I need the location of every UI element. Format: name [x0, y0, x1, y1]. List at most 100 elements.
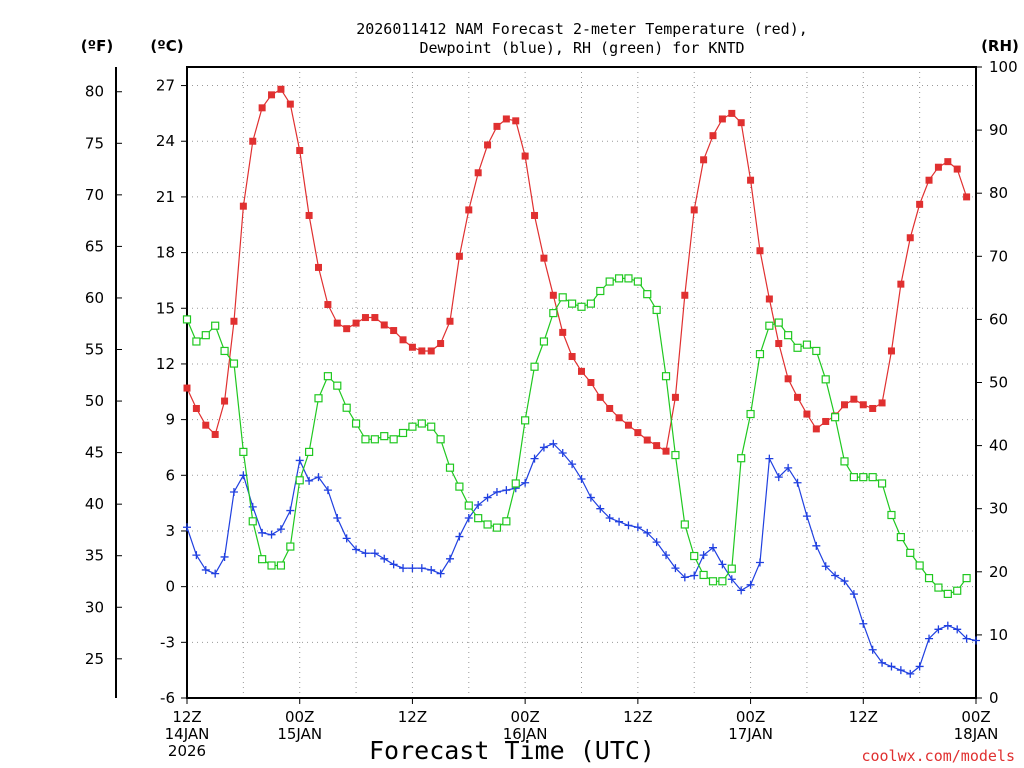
dewpoint-point: [483, 493, 492, 502]
rh-point: [530, 362, 539, 371]
2-meter-temperature-point: [343, 325, 351, 333]
dewpoint-point: [474, 500, 483, 509]
dewpoint-point: [699, 551, 708, 560]
dewpoint-point: [492, 487, 501, 496]
rh-point: [596, 286, 605, 296]
rh-point: [436, 435, 445, 444]
2-meter-temperature-point: [784, 375, 792, 383]
rh-point: [633, 277, 642, 286]
dewpoint-point: [586, 493, 595, 502]
time-tick-label: 00Z: [961, 708, 990, 726]
2-meter-temperature-point: [502, 115, 510, 123]
2-meter-temperature-point: [296, 147, 304, 155]
2-meter-temperature-point: [596, 393, 604, 401]
dewpoint-point: [539, 443, 548, 452]
time-tick-label: 17JAN: [728, 725, 773, 743]
rh-tick-label: 80: [989, 184, 1008, 202]
dewpoint-point: [615, 517, 624, 526]
2-meter-temperature-point: [484, 141, 492, 149]
rh-unit-label: (RH): [981, 37, 1019, 55]
dewpoint-point: [558, 449, 567, 458]
fahrenheit-tick-label: 35: [85, 547, 104, 565]
time-tick-label: 18JAN: [954, 725, 999, 743]
2-meter-temperature-point: [897, 280, 905, 288]
rh-point: [577, 302, 586, 311]
rh-point: [408, 422, 417, 431]
rh-point: [182, 315, 192, 324]
2-meter-temperature-point: [408, 343, 416, 351]
rh-point: [699, 570, 708, 580]
rh-tick-label: 0: [989, 689, 999, 707]
2-meter-temperature-point: [822, 417, 830, 425]
2-meter-temperature-point: [286, 100, 294, 108]
dewpoint-point: [549, 439, 558, 448]
2-meter-temperature-point: [869, 404, 877, 412]
dewpoint-point: [737, 586, 746, 595]
dewpoint-point: [831, 571, 840, 580]
2-meter-temperature-point: [427, 347, 435, 355]
celsius-tick-label: 6: [165, 466, 175, 484]
2-meter-temperature-point: [578, 367, 585, 375]
rh-tick-label: 10: [989, 626, 1008, 644]
rh-point: [361, 435, 370, 444]
dewpoint-point: [530, 454, 539, 463]
2-meter-temperature-point: [709, 132, 717, 140]
2-meter-temperature-point: [315, 263, 322, 271]
chart-title-line1: 2026011412 NAM Forecast 2-meter Temperat…: [356, 20, 808, 38]
2-meter-temperature-point: [916, 200, 924, 208]
2-meter-temperature-point: [963, 193, 971, 201]
dewpoint-point: [370, 549, 379, 558]
2-meter-temperature-point: [390, 327, 398, 335]
rh-point: [239, 447, 248, 457]
rh-point: [295, 476, 304, 485]
rh-point: [445, 463, 455, 472]
rh-tick-label: 90: [989, 121, 1008, 139]
time-tick-label: 00Z: [736, 708, 765, 726]
fahrenheit-tick-label: 80: [85, 83, 104, 101]
rh-point: [840, 457, 849, 466]
2-meter-temperature-point: [305, 211, 313, 219]
rh-point: [906, 548, 915, 557]
2-meter-temperature-point: [700, 156, 708, 164]
time-tick-label: 14JAN: [165, 725, 210, 743]
rh-point: [661, 372, 671, 381]
2-meter-temperature-point: [671, 393, 679, 401]
rh-point: [568, 299, 577, 308]
2-meter-temperature-point: [221, 397, 229, 405]
rh-point: [389, 435, 398, 444]
rh-series: [182, 274, 971, 598]
celsius-tick-label: 9: [165, 411, 175, 429]
celsius-tick-label: -6: [160, 689, 175, 707]
rh-point: [708, 577, 718, 586]
2-meter-temperature-point: [493, 122, 501, 130]
rh-point: [774, 318, 783, 327]
rh-point: [211, 321, 220, 330]
rh-point: [934, 583, 943, 592]
dewpoint-point: [633, 523, 642, 532]
rh-point: [718, 577, 727, 586]
time-tick-label: 12Z: [398, 708, 427, 726]
2-meter-temperature-point: [841, 401, 848, 409]
dewpoint-point: [802, 512, 811, 521]
rh-point: [671, 450, 680, 460]
dewpoint-point: [248, 502, 257, 511]
dewpoint-point: [746, 580, 755, 589]
2-meter-temperature-point: [624, 421, 632, 429]
2-meter-temperature-point: [812, 425, 820, 433]
2-meter-temperature-point: [634, 429, 642, 437]
2-meter-temperature-point: [718, 115, 726, 123]
2-meter-temperature-point: [906, 234, 914, 242]
2-meter-temperature-point: [465, 206, 473, 214]
dewpoint-point: [446, 554, 454, 563]
dewpoint-point: [915, 662, 924, 671]
dewpoint-point: [821, 562, 830, 571]
celsius-tick-label: 18: [156, 244, 175, 262]
dewpoint-point: [727, 575, 736, 584]
dewpoint-point: [314, 473, 323, 482]
2-meter-temperature-point: [324, 301, 332, 309]
2-meter-temperature-point: [653, 442, 661, 450]
rh-point: [192, 337, 201, 346]
rh-point: [314, 394, 323, 403]
dewpoint-point: [671, 564, 680, 573]
2-meter-temperature-point: [765, 295, 773, 303]
